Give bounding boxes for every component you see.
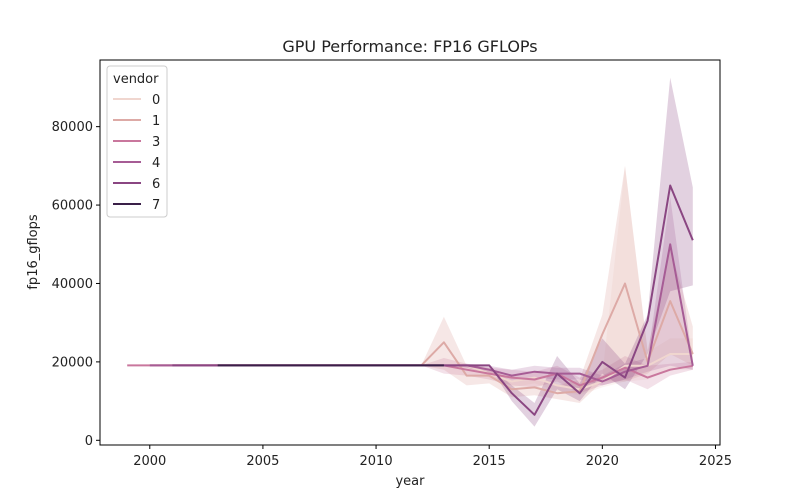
x-tick-label-2010: 2010	[360, 454, 393, 469]
band-vendor-0	[172, 165, 693, 396]
x-tick-label-2000: 2000	[133, 454, 166, 469]
x-tick-label-2020: 2020	[586, 454, 619, 469]
chart-title: GPU Performance: FP16 GFLOPs	[282, 37, 537, 56]
y-tick-label-0: 0	[85, 434, 93, 449]
series-lines	[127, 184, 694, 416]
y-tick-label-20000: 20000	[52, 355, 93, 370]
y-axis-label: fp16_gflops	[26, 214, 41, 290]
legend-label-1: 1	[152, 114, 160, 129]
legend-label-3: 3	[152, 135, 160, 150]
y-tick-label-60000: 60000	[52, 199, 93, 214]
legend-items: 0 1 3 4 6 7	[113, 93, 160, 213]
x-tick-label-2005: 2005	[246, 454, 279, 469]
legend-label-6: 6	[152, 177, 160, 192]
x-axis-label: year	[395, 474, 425, 489]
legend-label-0: 0	[152, 93, 160, 108]
y-tick-label-40000: 40000	[52, 277, 93, 292]
x-axis: 2000 2005 2010 2015 2020 2025	[133, 445, 732, 469]
x-tick-label-2025: 2025	[699, 454, 732, 469]
legend: vendor 0 1 3 4 6 7	[106, 65, 168, 218]
legend-title: vendor	[113, 72, 159, 87]
plot-frame	[99, 59, 721, 446]
y-tick-label-80000: 80000	[52, 120, 93, 135]
legend-label-7: 7	[152, 198, 160, 213]
legend-label-4: 4	[152, 156, 160, 171]
x-tick-label-2015: 2015	[473, 454, 506, 469]
y-axis: 0 20000 40000 60000 80000	[52, 120, 100, 449]
